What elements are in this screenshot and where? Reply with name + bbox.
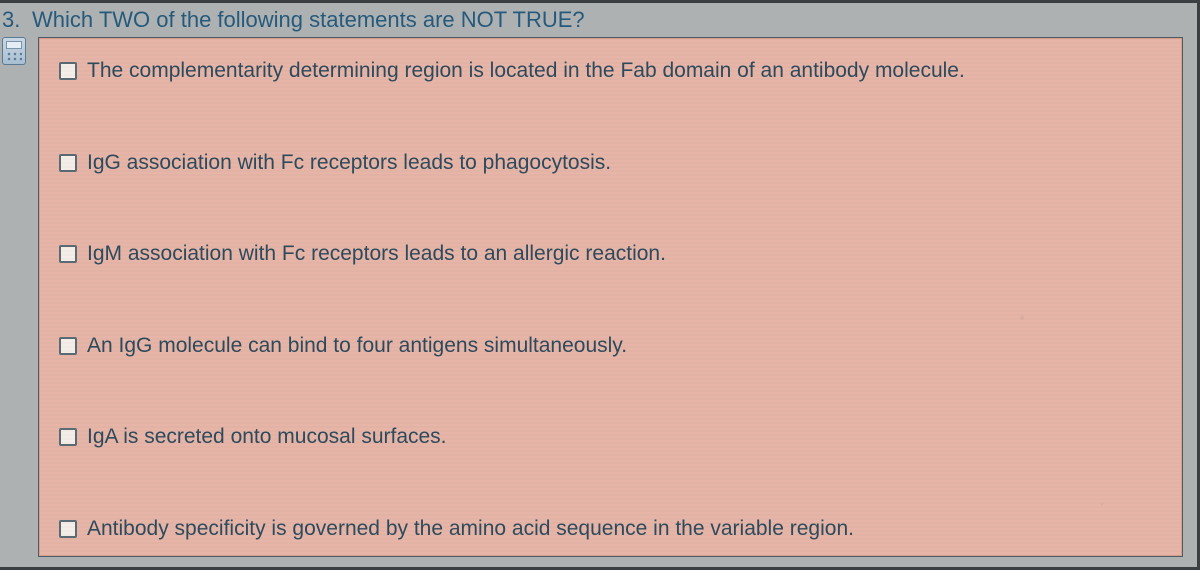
question-text: Which TWO of the following statements ar… [32,7,585,33]
option-label: Antibody specificity is governed by the … [87,516,854,542]
option-label: The complementarity determining region i… [87,58,965,84]
option-label: An IgG molecule can bind to four antigen… [87,333,627,359]
checkbox-icon[interactable] [59,245,77,263]
checkbox-icon[interactable] [59,154,77,172]
option-label: IgM association with Fc receptors leads … [87,241,666,267]
checkbox-icon[interactable] [59,337,77,355]
option-label: IgA is secreted onto mucosal surfaces. [87,424,447,450]
option-row[interactable]: IgA is secreted onto mucosal surfaces. [59,418,1162,456]
option-label: IgG association with Fc receptors leads … [87,150,611,176]
option-row[interactable]: IgG association with Fc receptors leads … [59,144,1162,182]
quiz-screen: 3. Which TWO of the following statements… [0,0,1200,570]
option-row[interactable]: An IgG molecule can bind to four antigen… [59,327,1162,365]
question-number: 3. [0,7,32,33]
question-row: 3. Which TWO of the following statements… [0,3,1197,39]
answers-panel: The complementarity determining region i… [38,37,1183,557]
checkbox-icon[interactable] [59,520,77,538]
calculator-icon[interactable] [2,37,26,65]
tools-column [2,37,32,65]
option-row[interactable]: The complementarity determining region i… [59,52,1162,90]
checkbox-icon[interactable] [59,428,77,446]
option-row[interactable]: IgM association with Fc receptors leads … [59,235,1162,273]
option-row[interactable]: Antibody specificity is governed by the … [59,510,1162,548]
checkbox-icon[interactable] [59,62,77,80]
